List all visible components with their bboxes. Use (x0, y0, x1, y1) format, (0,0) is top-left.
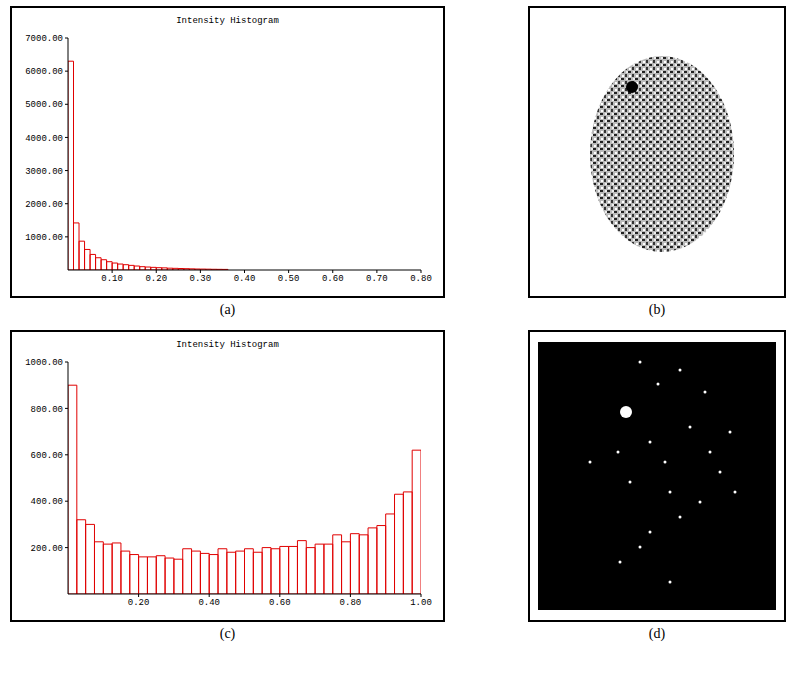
svg-text:0.20: 0.20 (145, 274, 167, 284)
svg-text:2000.00: 2000.00 (25, 200, 63, 210)
html-text:(c): (c) (219, 626, 236, 641)
svg-text:800.00: 800.00 (31, 405, 63, 415)
svg-text:1.00: 1.00 (410, 598, 432, 608)
svg-text:3000.00: 3000.00 (25, 167, 63, 177)
svg-text:600.00: 600.00 (31, 451, 63, 461)
svg-text:0.10: 0.10 (101, 274, 123, 284)
svg-text:0.80: 0.80 (410, 274, 432, 284)
svg-text:1000.00: 1000.00 (25, 233, 63, 243)
html-text:(b): (b) (648, 302, 666, 317)
html-text:(d): (d) (648, 626, 666, 641)
svg-text:7000.00: 7000.00 (25, 34, 63, 44)
svg-text:4000.00: 4000.00 (25, 134, 63, 144)
svg-text:200.00: 200.00 (31, 544, 63, 554)
svg-text:0.20: 0.20 (128, 598, 150, 608)
svg-text:0.80: 0.80 (340, 598, 362, 608)
html-text:Intensity Histogram: Intensity Histogram (176, 340, 279, 350)
html-text:(a): (a) (219, 302, 236, 317)
svg-text:0.60: 0.60 (322, 274, 344, 284)
svg-text:0.50: 0.50 (278, 274, 300, 284)
svg-text:0.40: 0.40 (198, 598, 220, 608)
svg-text:400.00: 400.00 (31, 497, 63, 507)
svg-text:0.60: 0.60 (269, 598, 291, 608)
svg-text:1000.00: 1000.00 (25, 358, 63, 368)
svg-text:0.40: 0.40 (234, 274, 256, 284)
svg-text:5000.00: 5000.00 (25, 100, 63, 110)
html-text:Intensity Histogram: Intensity Histogram (176, 16, 279, 26)
svg-text:0.70: 0.70 (366, 274, 388, 284)
svg-text:0.30: 0.30 (190, 274, 212, 284)
svg-text:6000.00: 6000.00 (25, 67, 63, 77)
